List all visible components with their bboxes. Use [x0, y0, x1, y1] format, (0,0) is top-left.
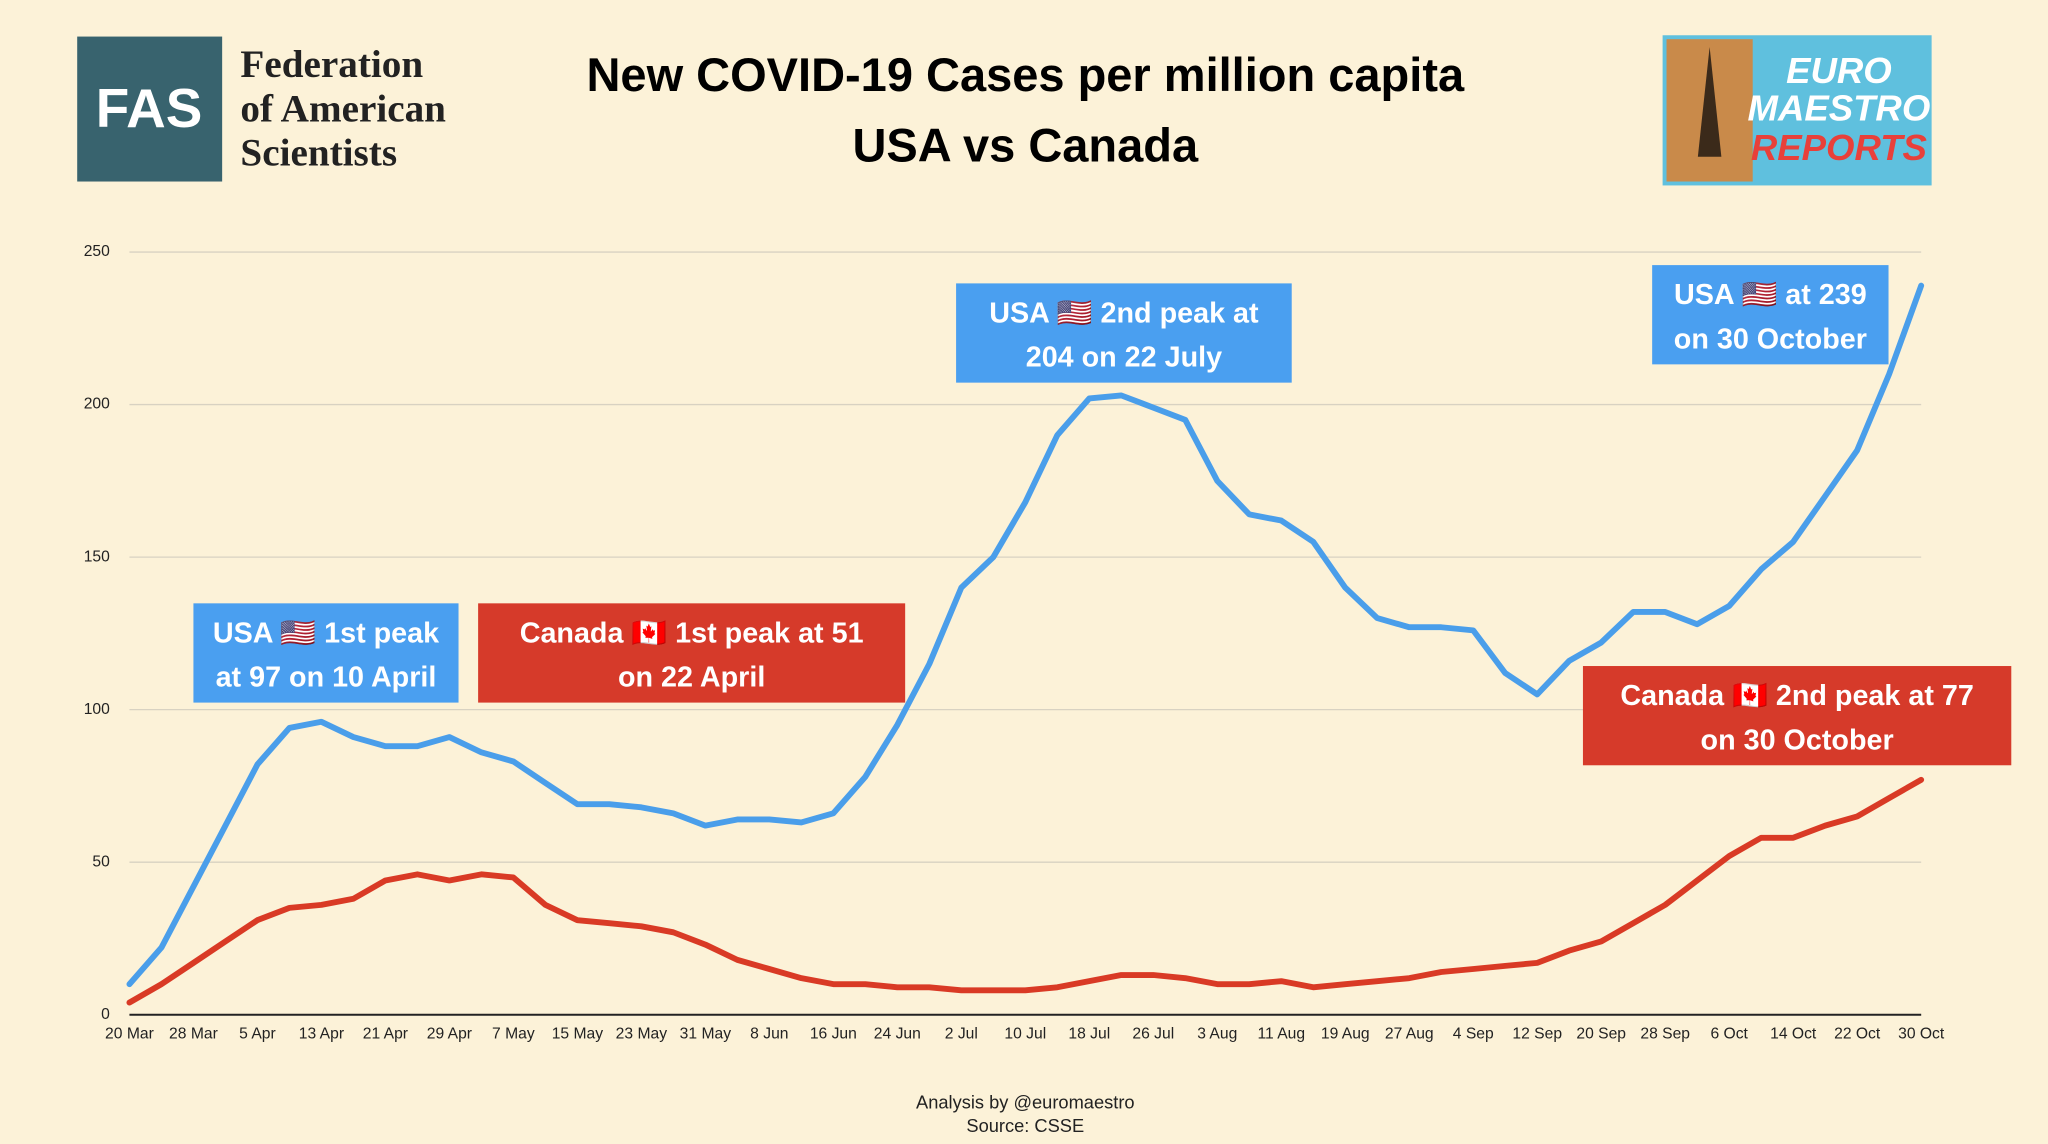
y-tick-label: 100 — [84, 701, 110, 718]
x-tick-label: 5 Apr — [239, 1025, 276, 1042]
y-tick-label: 150 — [84, 548, 110, 565]
x-tick-label: 30 Oct — [1898, 1025, 1945, 1042]
x-tick-label: 21 Apr — [363, 1025, 408, 1042]
series-line — [126, 776, 1925, 1006]
x-tick-label: 28 Sep — [1640, 1025, 1690, 1042]
fas-name: Federation — [240, 43, 423, 86]
annotation-text: on 30 October — [1674, 323, 1867, 355]
euro-text: EURO — [1786, 50, 1892, 91]
fas-name: of American — [240, 87, 446, 130]
annotation-text: 204 on 22 July — [1026, 342, 1222, 374]
annotation-box — [956, 283, 1292, 383]
x-tick-label: 19 Aug — [1321, 1025, 1370, 1042]
annotation-text: Canada 🇨🇦 2nd peak at 77 — [1620, 680, 1973, 712]
x-tick-label: 7 May — [492, 1025, 535, 1042]
footer: Analysis by @euromaestro — [916, 1091, 1135, 1112]
fas-name: Scientists — [240, 132, 397, 175]
x-tick-label: 20 Sep — [1576, 1025, 1626, 1042]
eiffel-icon — [1697, 47, 1722, 157]
x-tick-label: 8 Jun — [750, 1025, 788, 1042]
x-tick-label: 2 Jul — [945, 1025, 978, 1042]
annotation-box — [193, 603, 459, 703]
x-tick-label: 22 Oct — [1834, 1025, 1881, 1042]
annotation-text: USA 🇺🇸 2nd peak at — [989, 297, 1259, 329]
fas-box — [77, 36, 223, 182]
x-tick-label: 20 Mar — [105, 1025, 154, 1042]
x-tick-label: 12 Sep — [1512, 1025, 1562, 1042]
x-tick-label: 13 Apr — [299, 1025, 344, 1042]
y-tick-label: 50 — [92, 853, 110, 870]
x-tick-label: 29 Apr — [427, 1025, 472, 1042]
x-tick-label: 27 Aug — [1385, 1025, 1434, 1042]
annotation-text: USA 🇺🇸 1st peak — [213, 617, 439, 649]
annotation-text: on 30 October — [1701, 724, 1894, 756]
y-tick-label: 200 — [84, 396, 110, 413]
annotation-box — [1582, 666, 2012, 766]
x-tick-label: 18 Jul — [1068, 1025, 1110, 1042]
annotation-box — [478, 603, 906, 703]
annotation-text: Canada 🇨🇦 1st peak at 51 — [520, 617, 864, 649]
euro-text: REPORTS — [1751, 127, 1927, 168]
x-tick-label: 6 Oct — [1710, 1025, 1748, 1042]
y-tick-label: 0 — [101, 1006, 110, 1023]
annotation-text: on 22 April — [618, 662, 765, 694]
x-tick-label: 14 Oct — [1770, 1025, 1817, 1042]
y-tick-label: 250 — [84, 243, 110, 260]
annotation: Canada 🇨🇦 1st peak at 51 on 22 April — [478, 603, 906, 703]
annotation: USA 🇺🇸 2nd peak at 204 on 22 July — [956, 283, 1292, 383]
fas-abbr: FAS — [96, 77, 203, 139]
series-line — [126, 282, 1925, 988]
chart-title: New COVID-19 Cases per million capita — [586, 48, 1464, 101]
x-tick-label: 16 Jun — [810, 1025, 857, 1042]
x-tick-label: 15 May — [552, 1025, 604, 1042]
x-tick-label: 11 Aug — [1257, 1025, 1305, 1042]
footer: Source: CSSE — [966, 1115, 1084, 1136]
annotation: Canada 🇨🇦 2nd peak at 77 on 30 October — [1582, 666, 2012, 766]
annotation: USA 🇺🇸 1st peak at 97 on 10 April — [193, 603, 459, 703]
annotation-box — [1652, 265, 1889, 365]
fas-logo: FAS Federation of American Scientists — [77, 36, 446, 182]
x-tick-label: 10 Jul — [1004, 1025, 1046, 1042]
euro-text: MAESTRO — [1748, 88, 1931, 129]
annotation-text: at 97 on 10 April — [216, 662, 437, 694]
x-tick-label: 23 May — [616, 1025, 668, 1042]
x-tick-label: 28 Mar — [169, 1025, 218, 1042]
x-tick-label: 24 Jun — [874, 1025, 921, 1042]
x-tick-label: 26 Jul — [1132, 1025, 1174, 1042]
x-tick-label: 3 Aug — [1197, 1025, 1237, 1042]
annotation-text: USA 🇺🇸 at 239 — [1674, 279, 1867, 311]
annotation: USA 🇺🇸 at 239 on 30 October — [1652, 265, 1889, 365]
x-tick-label: 31 May — [680, 1025, 732, 1042]
euro-logo: EURO MAESTRO REPORTS — [1662, 35, 1932, 186]
chart-subtitle: USA vs Canada — [852, 118, 1199, 171]
x-tick-label: 4 Sep — [1453, 1025, 1494, 1042]
